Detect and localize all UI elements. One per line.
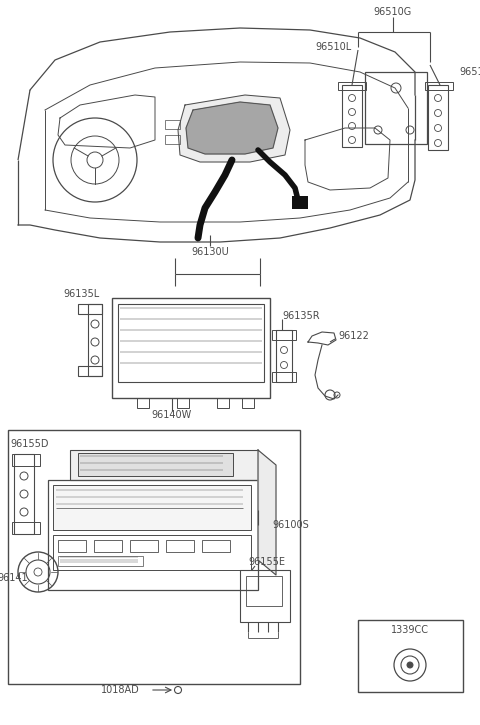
Bar [88,304,102,376]
Circle shape [407,662,413,668]
Bar [202,540,230,552]
Bar [276,330,292,382]
Bar [70,450,258,480]
Bar [94,540,122,552]
Bar [246,576,282,606]
Bar [58,556,143,566]
Text: 96130U: 96130U [191,247,229,257]
Text: 1018AD: 1018AD [101,685,139,695]
Bar [240,570,290,622]
Text: 96122: 96122 [338,331,369,341]
Bar [365,72,427,144]
Text: 96510L: 96510L [316,42,352,52]
Bar [130,540,158,552]
Bar [12,454,40,466]
Bar [428,85,448,150]
Text: 96510R: 96510R [459,67,480,77]
Bar [342,85,362,147]
Text: 96155D: 96155D [11,439,49,449]
Bar [272,330,296,340]
Bar [78,304,102,314]
Text: 96100S: 96100S [272,520,309,530]
Bar [78,453,233,476]
Bar [12,522,40,534]
Bar [137,398,149,408]
Bar [165,120,180,129]
Bar [358,620,463,692]
Bar [48,480,258,590]
Bar [53,485,251,530]
Bar [292,196,308,209]
Bar [58,540,86,552]
Polygon shape [258,450,276,575]
Bar [14,454,34,534]
Text: 96135L: 96135L [64,289,100,299]
Text: 96140W: 96140W [152,410,192,420]
Bar [112,298,270,398]
Text: 96510G: 96510G [374,7,412,17]
Bar [118,304,264,382]
Text: 96141: 96141 [0,573,28,583]
Bar [177,398,189,408]
Bar [78,366,102,376]
Bar [242,398,254,408]
Bar [8,430,300,684]
Polygon shape [186,102,278,154]
Bar [338,82,366,90]
Bar [53,535,251,570]
Text: 96155E: 96155E [248,557,285,567]
Text: 1339CC: 1339CC [391,625,429,635]
Text: 96135R: 96135R [282,311,320,321]
Bar [165,135,180,144]
Bar [217,398,229,408]
Bar [166,540,194,552]
Bar [425,82,453,90]
Polygon shape [178,95,290,162]
Bar [272,372,296,382]
